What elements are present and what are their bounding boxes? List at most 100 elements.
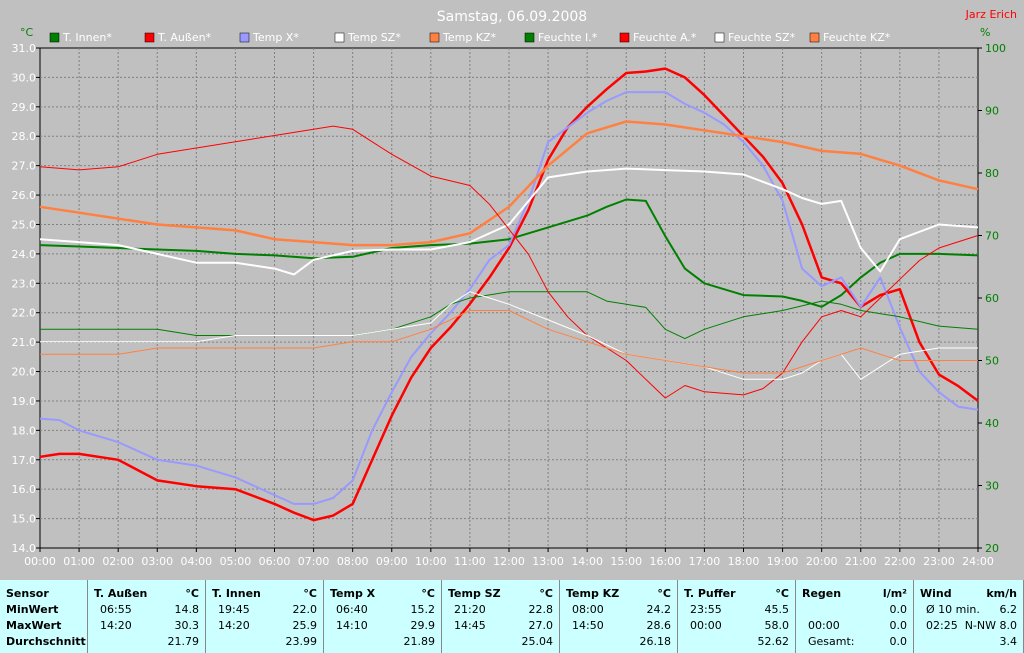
stat-value: 21.89 xyxy=(403,635,436,648)
stat-time: 02:25 xyxy=(926,619,958,632)
section-unit: °C xyxy=(657,587,671,600)
legend-entry: Feuchte SZ* xyxy=(728,31,796,44)
chart-background xyxy=(0,0,1024,578)
y-left-tick-label: 26.0 xyxy=(12,189,37,202)
stats-section: T. Innen °C 19:45 22.0 14:20 25.9 23.99 xyxy=(206,580,324,653)
legend-entry: Temp KZ* xyxy=(442,31,497,44)
stat-value: 21.79 xyxy=(167,635,200,648)
weather-chart: Samstag, 06.09.2008 Jarz Erich °C % 00:0… xyxy=(0,0,1024,578)
x-tick-label: 02:00 xyxy=(102,555,134,568)
stats-section: Temp X °C 06:40 15.2 14:10 29.9 21.89 xyxy=(324,580,442,653)
x-tick-label: 18:00 xyxy=(728,555,760,568)
section-name: T. Außen xyxy=(94,587,148,600)
section-unit: °C xyxy=(539,587,553,600)
stat-value: 23.99 xyxy=(285,635,318,648)
x-tick-label: 12:00 xyxy=(493,555,525,568)
x-tick-label: 09:00 xyxy=(376,555,408,568)
stat-time: 21:20 xyxy=(454,603,486,616)
chart-title: Samstag, 06.09.2008 xyxy=(437,9,587,25)
section-name: Temp SZ xyxy=(448,587,501,600)
x-tick-label: 16:00 xyxy=(649,555,681,568)
section-unit: km/h xyxy=(986,587,1017,600)
x-tick-label: 10:00 xyxy=(415,555,447,568)
y-left-tick-label: 14.0 xyxy=(12,542,37,555)
stat-time: 19:45 xyxy=(218,603,250,616)
y-left-tick-label: 31.0 xyxy=(12,42,37,55)
legend-swatch xyxy=(49,32,60,43)
stat-value: 30.3 xyxy=(174,619,200,632)
series-line xyxy=(39,67,979,522)
legend-swatch xyxy=(714,32,725,43)
legend-swatch xyxy=(809,32,820,43)
stat-value: N-NW 8.0 xyxy=(964,619,1017,632)
y-left-tick-label: 16.0 xyxy=(12,483,37,496)
stat-value: 14.8 xyxy=(174,603,200,616)
stat-time: 06:40 xyxy=(336,603,368,616)
legend-swatch xyxy=(334,32,345,43)
legend-swatch xyxy=(144,32,155,43)
section-name: Temp X xyxy=(330,587,376,600)
x-tick-label: 11:00 xyxy=(454,555,486,568)
y-left-tick-label: 21.0 xyxy=(12,336,37,349)
legend-entry: Feuchte I.* xyxy=(538,31,598,44)
stat-time: 14:20 xyxy=(100,619,132,632)
y-right-tick-label: 30 xyxy=(985,480,999,493)
stat-value: 26.18 xyxy=(639,635,672,648)
stat-time: 06:55 xyxy=(100,603,132,616)
stat-time: Gesamt: xyxy=(808,635,855,648)
x-tick-label: 00:00 xyxy=(24,555,56,568)
author-label: Jarz Erich xyxy=(965,8,1017,21)
section-name: T. Innen xyxy=(212,587,261,600)
stat-value: 45.5 xyxy=(764,603,790,616)
section-unit: °C xyxy=(303,587,317,600)
stat-value: 6.2 xyxy=(999,603,1018,616)
y-left-tick-label: 15.0 xyxy=(12,513,37,526)
stat-value: 22.0 xyxy=(292,603,318,616)
legend: T. Innen* T. Außen* Temp X* Temp SZ* Temp KZ… xyxy=(49,31,891,44)
y-left-tick-label: 28.0 xyxy=(12,130,37,143)
sensor-column: Sensor MinWert MaxWert Durchschnitt xyxy=(0,580,88,653)
stats-section: T. Außen °C 06:55 14.8 14:20 30.3 21.79 xyxy=(88,580,206,653)
stats-section: Wind km/h Ø 10 min. 6.2 02:25 N-NW 8.0 3.4 xyxy=(914,580,1024,653)
legend-entry: Temp SZ* xyxy=(347,31,401,44)
stat-value: 29.9 xyxy=(410,619,436,632)
stat-value: 22.8 xyxy=(528,603,554,616)
y-left-tick-label: 29.0 xyxy=(12,101,37,114)
x-tick-label: 15:00 xyxy=(610,555,642,568)
stats-section: Temp KZ °C 08:00 24.2 14:50 28.6 26.18 xyxy=(560,580,678,653)
stat-time: 00:00 xyxy=(808,619,840,632)
stat-time: 23:55 xyxy=(690,603,722,616)
stat-time: 14:20 xyxy=(218,619,250,632)
x-tick-label: 03:00 xyxy=(141,555,173,568)
x-tick-label: 23:00 xyxy=(923,555,955,568)
y-right-tick-label: 40 xyxy=(985,417,999,430)
stat-value: 25.04 xyxy=(521,635,554,648)
x-tick-label: 05:00 xyxy=(220,555,252,568)
section-name: Regen xyxy=(802,587,842,600)
right-unit-label: % xyxy=(980,26,990,39)
series-line xyxy=(39,91,979,505)
y-right-tick-label: 50 xyxy=(985,355,999,368)
x-tick-label: 22:00 xyxy=(884,555,916,568)
x-tick-label: 14:00 xyxy=(571,555,603,568)
legend-swatch xyxy=(619,32,630,43)
series-line xyxy=(39,198,979,308)
y-left-tick-label: 17.0 xyxy=(12,454,37,467)
series-line xyxy=(39,125,979,399)
stat-value: 28.6 xyxy=(646,619,672,632)
y-right-tick-label: 100 xyxy=(985,42,1006,55)
y-right-tick-label: 80 xyxy=(985,167,999,180)
x-tick-label: 06:00 xyxy=(259,555,291,568)
y-left-tick-label: 22.0 xyxy=(12,307,37,320)
axis-ticks: 00:00 01:00 02:00 03:00 04:00 05:00 06:00 07:00… xyxy=(12,42,1007,568)
section-unit: °C xyxy=(775,587,789,600)
stat-value: 27.0 xyxy=(528,619,554,632)
y-left-tick-label: 27.0 xyxy=(12,160,37,173)
x-tick-label: 04:00 xyxy=(180,555,212,568)
legend-entry: Feuchte A.* xyxy=(633,31,697,44)
series-lines xyxy=(39,67,979,522)
y-left-tick-label: 25.0 xyxy=(12,218,37,231)
y-right-tick-label: 60 xyxy=(985,292,999,305)
section-unit: °C xyxy=(421,587,435,600)
y-left-tick-label: 30.0 xyxy=(12,71,37,84)
